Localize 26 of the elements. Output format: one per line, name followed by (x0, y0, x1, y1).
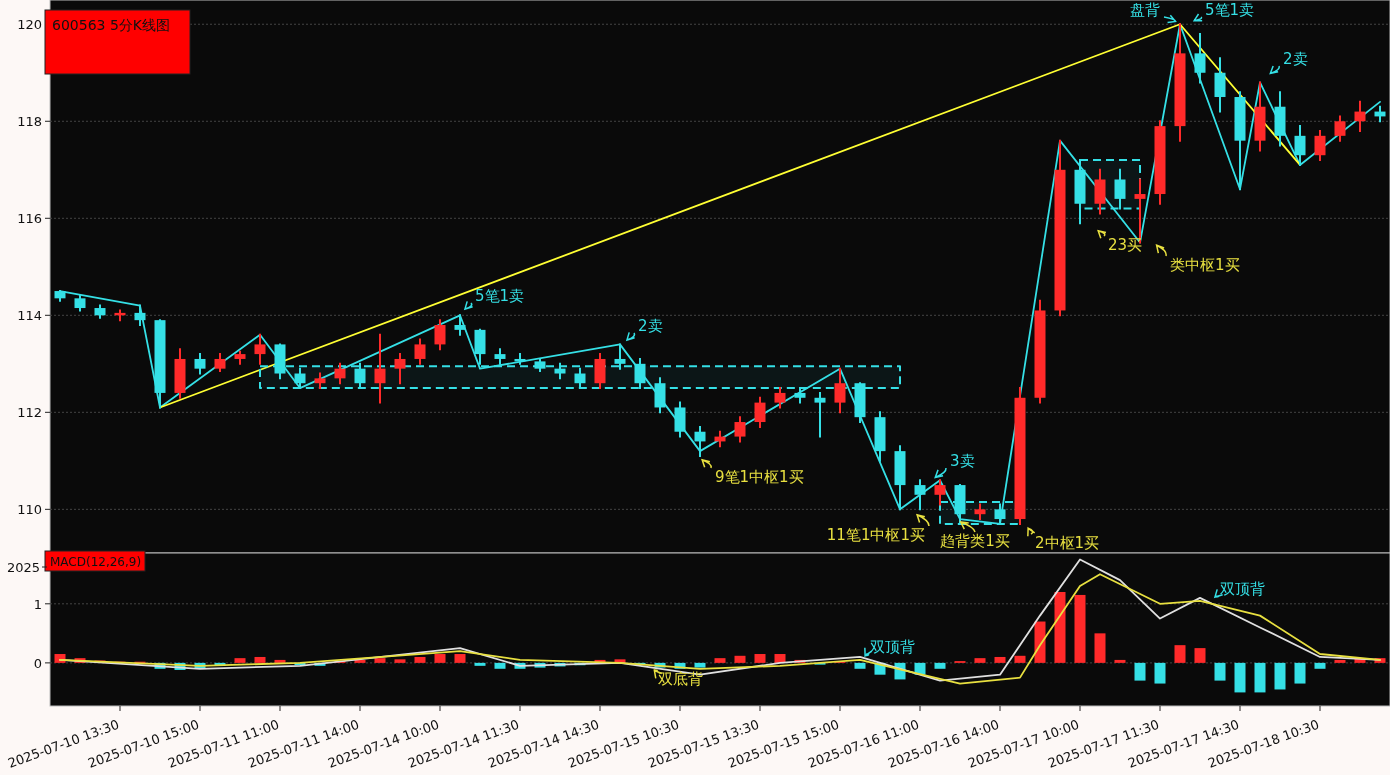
annotation: 盘背 (1130, 1, 1160, 19)
annotation: 2卖 (1283, 50, 1308, 68)
text: 600563 5分K线图 (52, 17, 170, 33)
annotation: 双底背 (658, 670, 703, 688)
annotation: 9笔1中枢1买 (715, 468, 804, 486)
annotation: 2卖 (638, 317, 663, 335)
y-tick-label: 120 (17, 17, 42, 33)
chart-title: MACD(12,26,9) (50, 555, 142, 569)
annotation: 5笔1卖 (1205, 1, 1255, 19)
annotation: 类中枢1买 (1170, 256, 1240, 274)
y-tick-label: 112 (17, 405, 42, 421)
y-tick-label: 1 (33, 596, 42, 612)
annotation: 11笔1中枢1买 (826, 526, 925, 544)
annotation: 趋背类1买 (940, 532, 1010, 550)
y-tick-label: 110 (17, 502, 42, 518)
y-tick-label: 114 (17, 308, 42, 324)
annotation: 双顶背 (870, 638, 915, 656)
y-tick-label: 118 (17, 114, 42, 130)
annotation: 双顶背 (1220, 580, 1265, 598)
y-tick-label: 116 (17, 211, 42, 227)
y-tick-label: 0 (33, 655, 42, 671)
text: 2025 (6, 560, 40, 575)
annotation: 3卖 (950, 452, 975, 470)
annotation: 2中枢1买 (1035, 534, 1100, 552)
annotation: 23买 (1108, 236, 1143, 254)
annotation: 5笔1卖 (475, 287, 525, 305)
